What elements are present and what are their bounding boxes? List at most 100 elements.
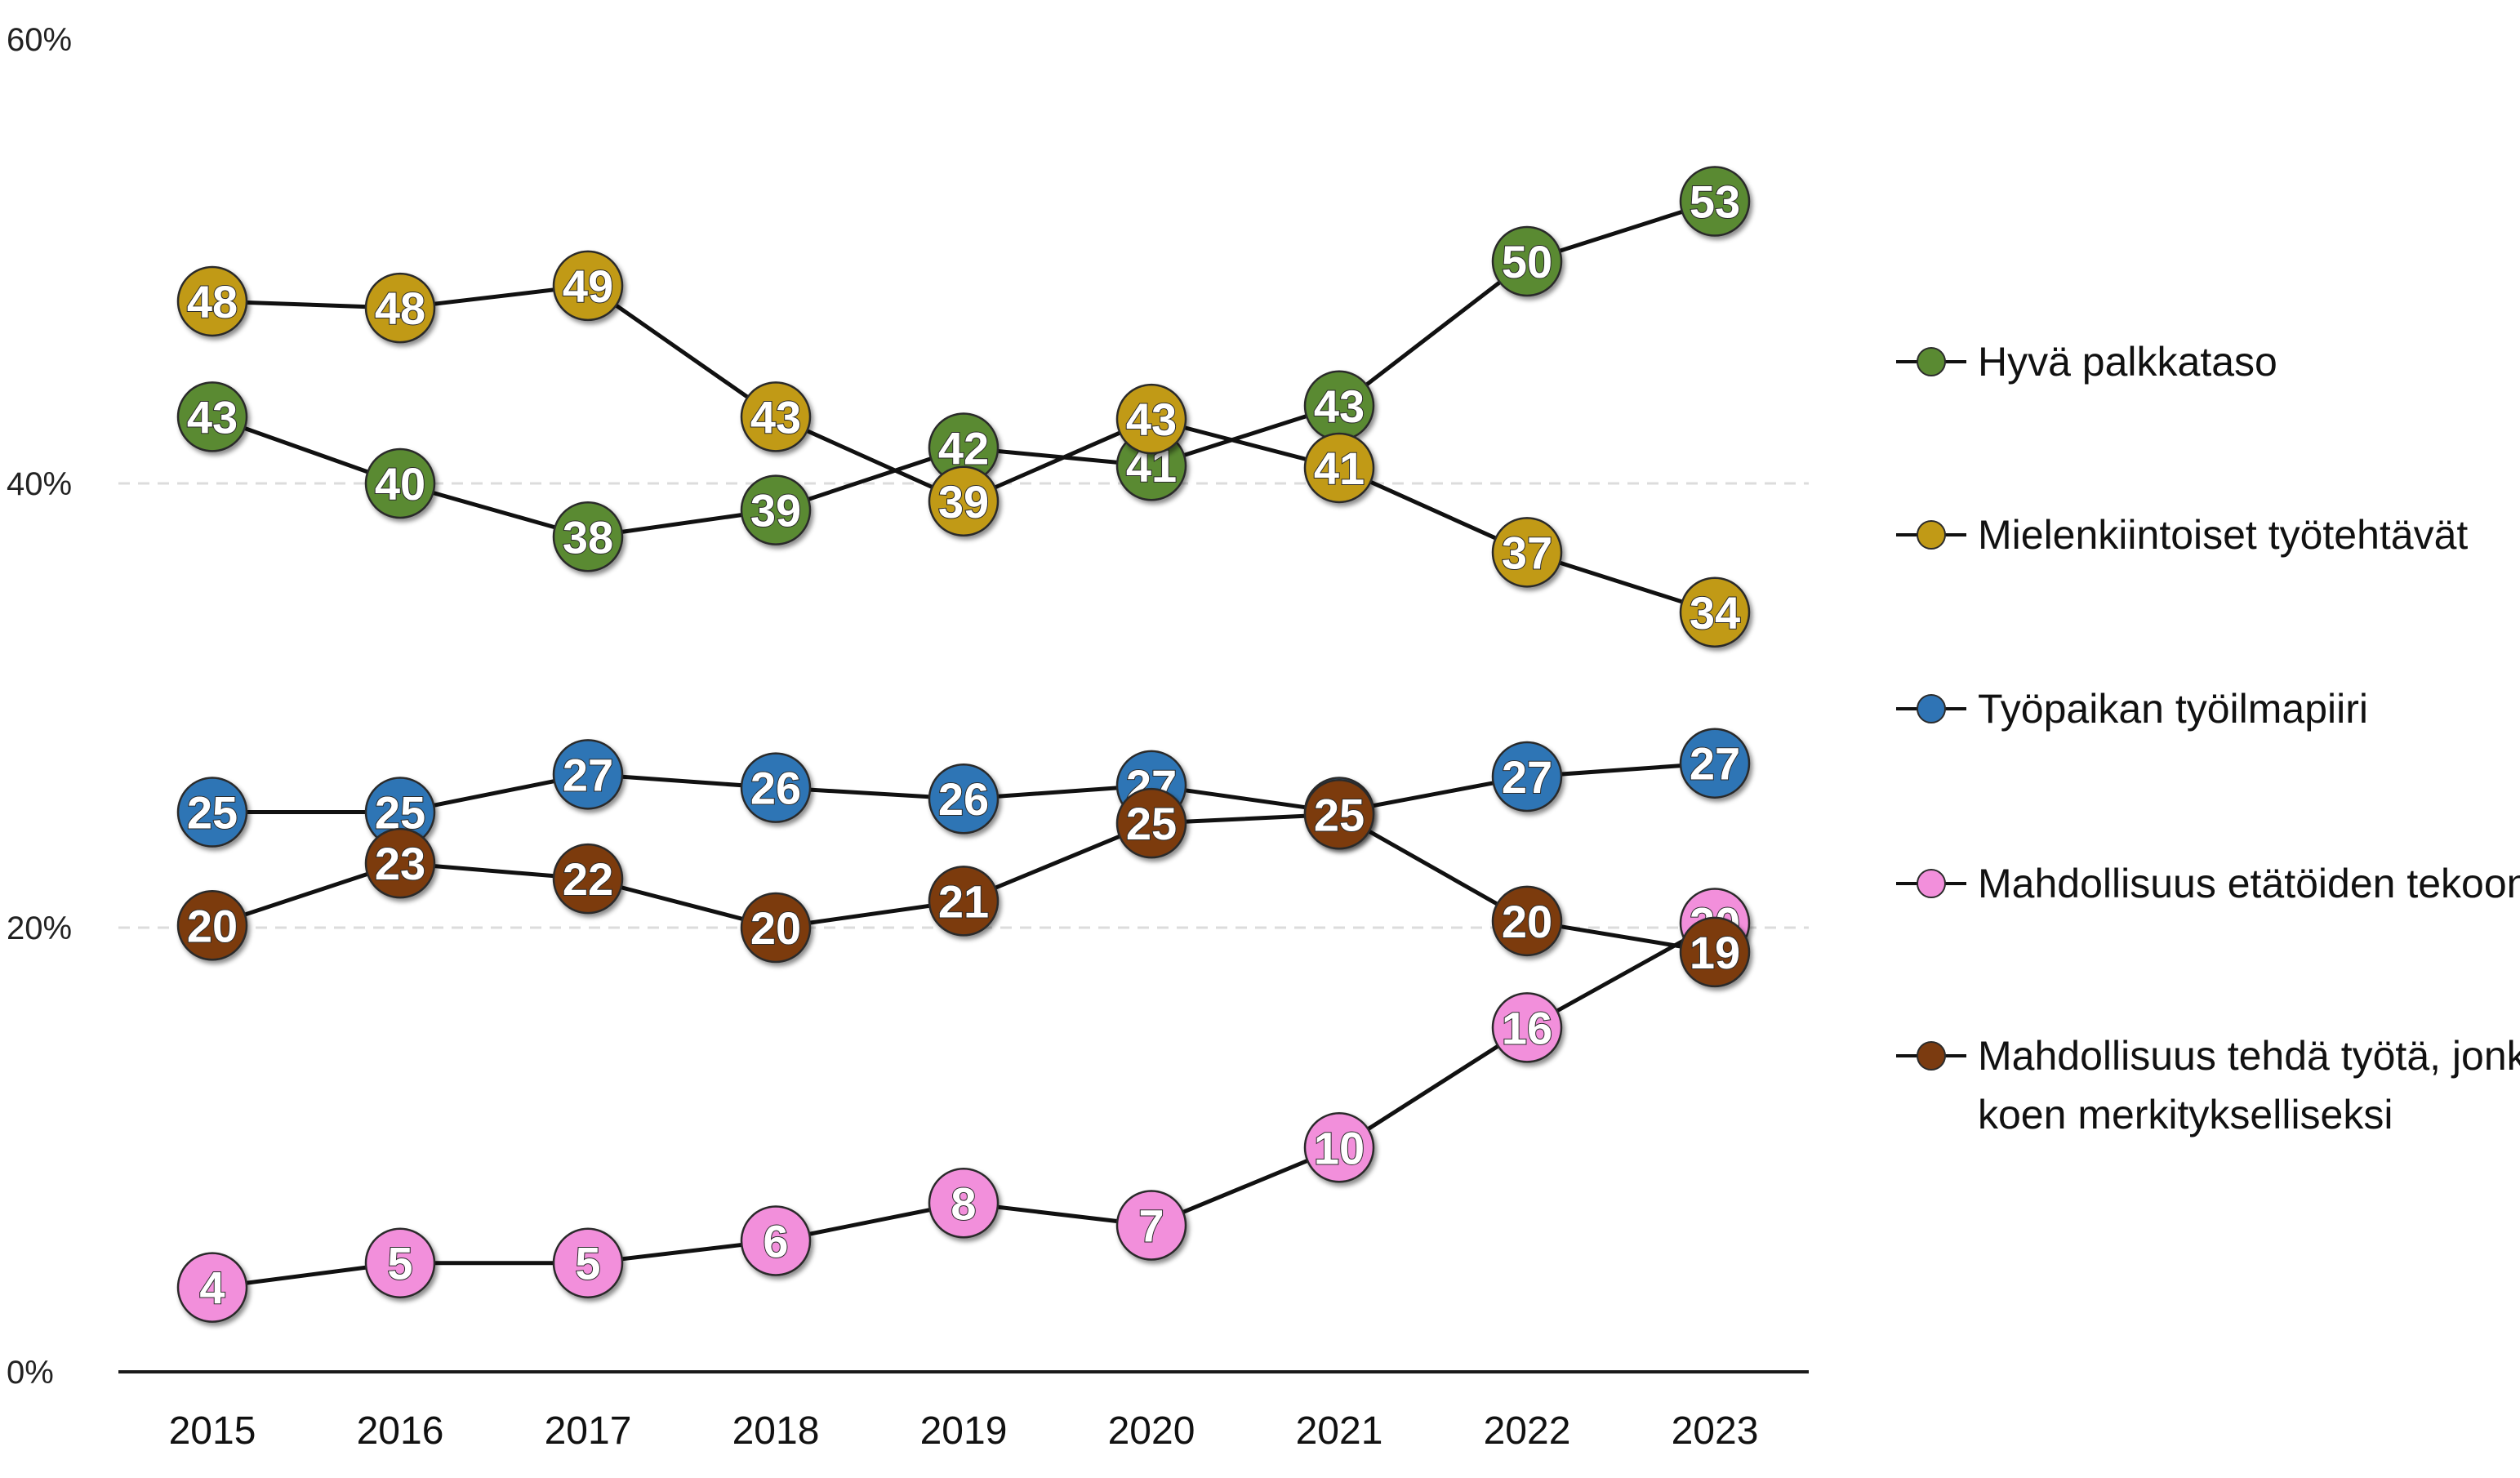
data-point: 26 [740, 752, 812, 823]
legend-marker [1917, 694, 1946, 723]
data-point-marker [1491, 992, 1563, 1063]
data-point: 49 [552, 250, 624, 322]
data-label: 26 [750, 763, 801, 814]
data-point-marker [1679, 916, 1751, 988]
data-point-marker [928, 1168, 1000, 1239]
data-label: 48 [375, 283, 425, 334]
data-point-marker [740, 381, 812, 452]
data-point: 43 [1115, 383, 1187, 455]
data-label: 25 [1126, 798, 1177, 849]
data-label: 16 [1502, 1002, 1552, 1053]
x-tick-label: 2022 [1484, 1409, 1571, 1453]
legend-label: koen merkitykselliseksi [1978, 1092, 2393, 1137]
data-label: 43 [750, 391, 801, 443]
data-point: 41 [1303, 432, 1375, 504]
data-label: 43 [187, 391, 238, 443]
data-point: 40 [364, 447, 436, 519]
data-label: 23 [375, 838, 425, 889]
data-label: 38 [563, 511, 613, 563]
data-point: 5 [364, 1227, 436, 1298]
legend-label: Mielenkiintoiset työtehtävät [1978, 512, 2468, 558]
data-point: 22 [552, 843, 624, 915]
data-point: 38 [552, 501, 624, 572]
data-point: 20 [740, 892, 812, 964]
data-point: 53 [1679, 166, 1751, 237]
legend-label: Mahdollisuus etätöiden tekoon [1978, 861, 2520, 906]
legend-entry-2: Mielenkiintoiset työtehtävät [1896, 512, 2468, 558]
legend-label: Mahdollisuus tehdä työtä, jonka [1978, 1033, 2520, 1079]
data-point-marker [928, 763, 1000, 835]
y-tick-label: 20% [7, 910, 72, 946]
x-tick-label: 2016 [357, 1409, 444, 1453]
data-label: 20 [750, 902, 801, 954]
data-point-marker [1303, 779, 1375, 850]
data-point-marker [740, 1205, 812, 1276]
data-point: 43 [740, 381, 812, 452]
data-label: 25 [187, 787, 238, 839]
legend-marker [1917, 347, 1946, 376]
data-point: 20 [176, 890, 248, 961]
data-label: 50 [1502, 236, 1552, 287]
data-point: 48 [176, 265, 248, 337]
data-point-marker [1679, 166, 1751, 237]
data-point-marker [364, 447, 436, 519]
x-tick-label: 2020 [1108, 1409, 1195, 1453]
data-point-marker [1115, 1190, 1187, 1261]
data-point: 25 [1303, 779, 1375, 850]
data-point-marker [176, 265, 248, 337]
data-label: 37 [1502, 527, 1552, 578]
legend-entry-4: Mahdollisuus etätöiden tekoon [1896, 861, 2520, 906]
axes: 0%20%40%60%2015 2016 2017 2018 2019 2020 2021 2… [7, 22, 1809, 1453]
data-label: 7 [1138, 1200, 1164, 1251]
data-point-marker [552, 1227, 624, 1298]
data-label: 27 [563, 749, 613, 800]
x-tick-label: 2023 [1672, 1409, 1759, 1453]
data-point: 19 [1679, 916, 1751, 988]
data-point-marker [740, 752, 812, 823]
data-point: 50 [1491, 225, 1563, 297]
data-point-marker [1115, 383, 1187, 455]
data-label: 34 [1690, 587, 1740, 639]
series-lines [211, 199, 1716, 1290]
data-point: 39 [740, 474, 812, 545]
x-tick-label: 2019 [920, 1409, 1008, 1453]
data-point-marker [1303, 1112, 1375, 1183]
data-point: 21 [928, 866, 1000, 937]
data-point: 43 [1303, 370, 1375, 442]
data-point: 25 [1115, 787, 1187, 859]
data-point: 27 [1491, 741, 1563, 812]
data-point: 42 [928, 412, 1000, 483]
data-point-marker [740, 474, 812, 545]
data-label: 20 [187, 900, 238, 951]
legend-entry-5: Mahdollisuus tehdä työtä, jonka koen merk… [1896, 1033, 2520, 1137]
data-point-marker [176, 890, 248, 961]
data-label: 27 [1690, 738, 1740, 790]
data-point-marker [1491, 741, 1563, 812]
data-label: 41 [1314, 443, 1365, 494]
data-label: 27 [1502, 751, 1552, 803]
data-point: 48 [364, 272, 436, 344]
data-label: 39 [938, 476, 989, 528]
data-label: 53 [1690, 176, 1740, 228]
data-point-marker [552, 250, 624, 322]
data-label: 48 [187, 276, 238, 327]
data-point: 20 [1491, 885, 1563, 957]
data-point: 27 [1679, 728, 1751, 799]
data-point: 7 [1115, 1190, 1187, 1261]
data-point-marker [928, 866, 1000, 937]
data-label: 39 [750, 485, 801, 536]
data-point: 43 [176, 381, 248, 452]
data-point-marker [1491, 517, 1563, 588]
legend-marker [1917, 1041, 1946, 1071]
data-point-marker [176, 381, 248, 452]
data-point: 27 [552, 739, 624, 810]
x-tick-label: 2017 [545, 1409, 632, 1453]
data-label: 5 [387, 1238, 412, 1289]
y-tick-label: 40% [7, 466, 72, 502]
data-point-marker [1303, 432, 1375, 504]
data-point: 23 [364, 827, 436, 899]
data-point: 10 [1303, 1112, 1375, 1183]
data-point: 16 [1491, 992, 1563, 1063]
data-label: 20 [1502, 896, 1552, 947]
legend-marker [1917, 520, 1946, 550]
